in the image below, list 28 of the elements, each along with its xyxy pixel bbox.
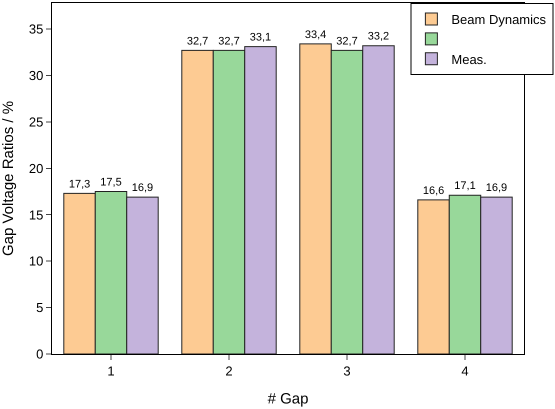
y-tick-label: 0 bbox=[36, 346, 44, 362]
x-tick-label: 1 bbox=[107, 364, 115, 379]
data-label: 32,7 bbox=[218, 35, 240, 48]
y-tick-label: 15 bbox=[28, 207, 44, 222]
data-label: 33,4 bbox=[304, 28, 326, 41]
data-label: 16,9 bbox=[132, 182, 154, 194]
data-label: 32,7 bbox=[186, 35, 208, 48]
data-label: 17,5 bbox=[100, 176, 122, 188]
data-label: 17,3 bbox=[68, 178, 90, 190]
legend-label: Meas. bbox=[451, 52, 487, 67]
x-tick-label: 2 bbox=[225, 364, 233, 379]
x-tick-label: 4 bbox=[461, 364, 469, 379]
y-tick-label: 5 bbox=[36, 300, 44, 316]
y-axis-title: Gap Voltage Ratios / % bbox=[0, 100, 17, 256]
legend-label: Beam Dynamics bbox=[451, 12, 547, 28]
data-label: 33,2 bbox=[368, 30, 390, 43]
y-tick-label: 35 bbox=[28, 22, 44, 37]
x-axis-title: # Gap bbox=[268, 390, 308, 408]
data-label: 33,1 bbox=[250, 32, 272, 44]
data-label: 16,9 bbox=[486, 182, 508, 194]
y-tick-label: 20 bbox=[28, 160, 44, 176]
y-tick-label: 30 bbox=[28, 68, 44, 83]
data-label: 16,6 bbox=[422, 184, 444, 197]
y-tick-label: 10 bbox=[28, 254, 44, 269]
data-label: 32,7 bbox=[336, 35, 358, 48]
x-tick-label: 3 bbox=[343, 364, 351, 379]
data-label: 17,1 bbox=[454, 180, 476, 192]
y-tick-label: 25 bbox=[28, 114, 44, 130]
